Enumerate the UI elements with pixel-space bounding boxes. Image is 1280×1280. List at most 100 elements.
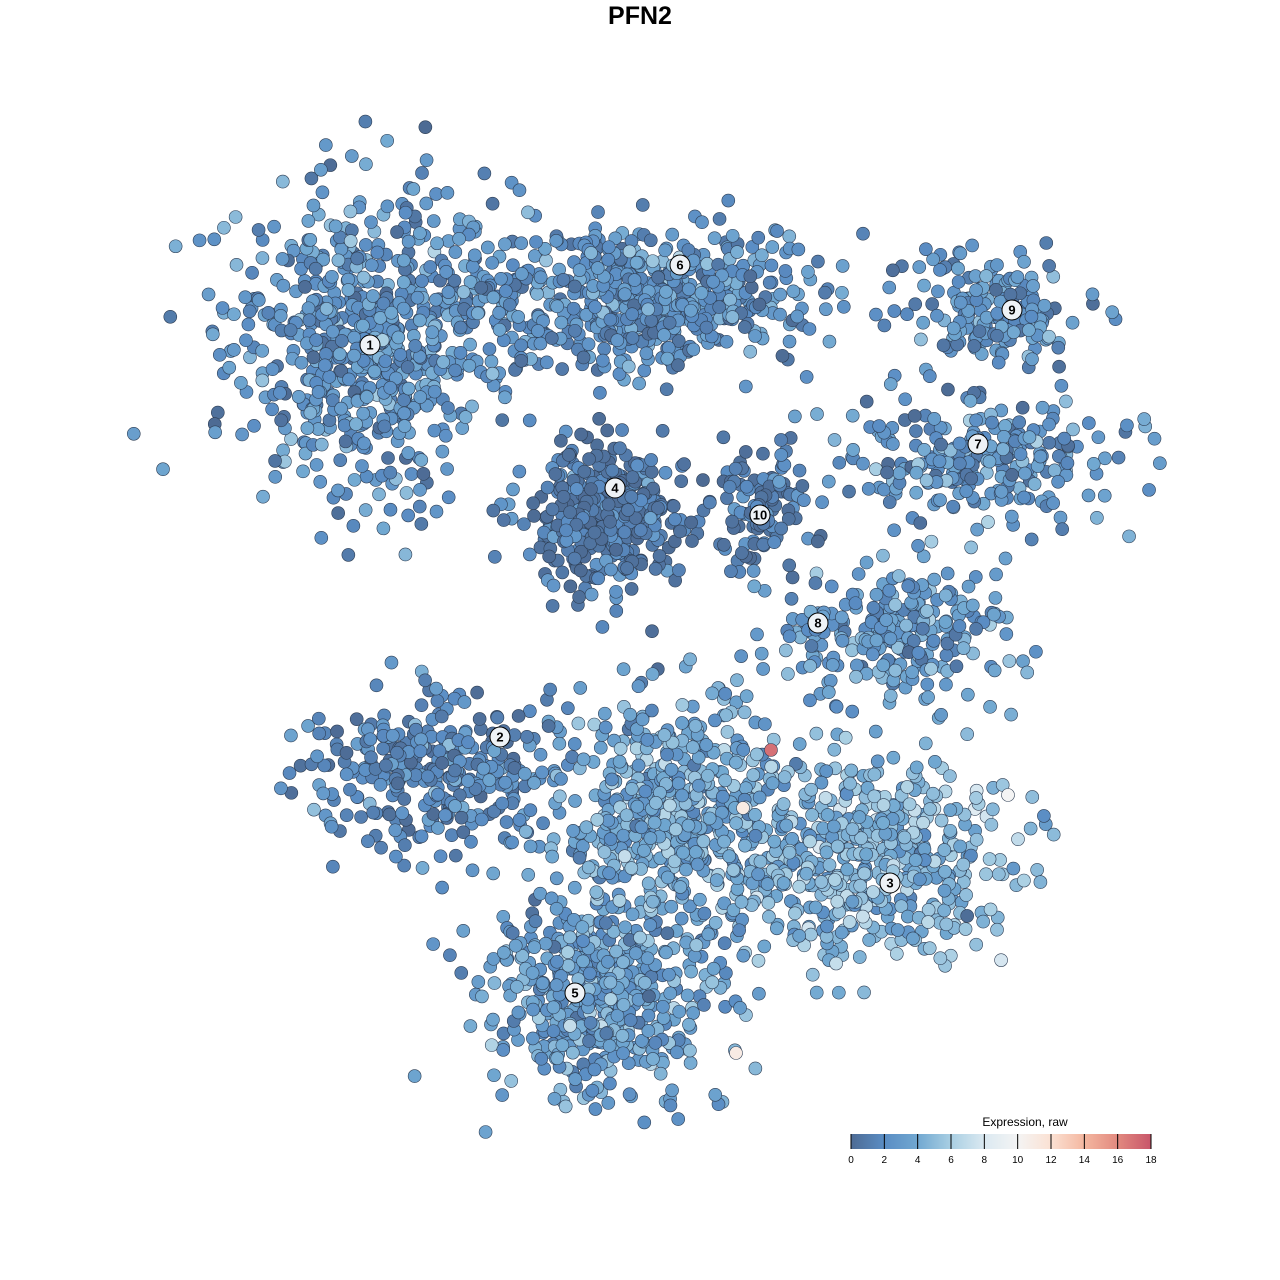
data-point [429, 504, 444, 519]
data-point [829, 956, 843, 971]
data-point [212, 348, 227, 362]
data-point [707, 231, 722, 245]
data-point [354, 810, 368, 824]
data-point [1004, 509, 1019, 524]
data-point [512, 183, 527, 197]
data-point [887, 304, 902, 318]
data-point [695, 215, 709, 230]
data-point [565, 750, 579, 764]
data-point [624, 782, 639, 796]
chart-title: PFN2 [608, 2, 672, 30]
data-point [554, 434, 568, 448]
data-point [358, 114, 373, 129]
data-point [1033, 449, 1048, 464]
cluster-label-6: 6 [669, 254, 691, 276]
data-point [457, 695, 472, 709]
data-point [549, 871, 564, 886]
data-point [1022, 323, 1036, 337]
data-point [603, 992, 618, 1006]
data-point [834, 925, 849, 940]
data-point [779, 818, 794, 833]
data-point [868, 724, 883, 739]
data-point [758, 717, 772, 731]
data-point [775, 348, 790, 363]
data-point [900, 780, 915, 794]
data-point [555, 362, 569, 376]
data-point [508, 938, 523, 953]
data-point [675, 698, 690, 712]
data-point [784, 591, 799, 606]
data-point [657, 728, 672, 742]
data-point [426, 937, 440, 951]
data-point [356, 406, 370, 421]
data-point [376, 741, 390, 756]
data-point [303, 406, 318, 420]
data-point [470, 685, 484, 700]
data-point [599, 1026, 614, 1041]
data-point [492, 322, 507, 337]
data-point [215, 301, 230, 315]
data-point [969, 791, 983, 805]
data-point [644, 465, 659, 479]
data-point [301, 214, 316, 228]
data-point [660, 926, 675, 940]
data-point [306, 350, 321, 365]
data-point [434, 709, 449, 724]
data-point [388, 823, 403, 838]
data-point [743, 269, 758, 284]
data-point [621, 359, 636, 374]
data-point [298, 446, 313, 461]
data-point [928, 755, 942, 769]
data-point [208, 425, 222, 440]
data-point [487, 976, 502, 990]
legend-tick-label: 10 [1012, 1155, 1024, 1166]
data-point [621, 503, 635, 517]
data-point [485, 256, 499, 270]
data-point [498, 390, 512, 405]
data-point [435, 756, 449, 770]
data-point [1097, 488, 1112, 503]
data-point [583, 1015, 598, 1030]
data-point [822, 858, 837, 872]
data-point [697, 998, 711, 1012]
data-point [911, 538, 925, 553]
data-point [1053, 510, 1068, 525]
data-point [370, 245, 385, 260]
data-point [891, 569, 906, 583]
data-point [988, 591, 1003, 605]
data-point [561, 958, 576, 973]
data-point [930, 308, 944, 323]
data-point [662, 315, 677, 330]
data-point [782, 629, 797, 644]
data-point [648, 562, 663, 576]
data-point [638, 975, 652, 990]
data-point [398, 205, 413, 220]
data-point [415, 274, 429, 288]
data-point [725, 228, 740, 243]
data-point [461, 735, 475, 750]
data-point [676, 845, 690, 860]
data-point [499, 815, 514, 829]
data-point [384, 305, 399, 320]
data-point [284, 728, 298, 743]
svg-text:6: 6 [676, 258, 683, 273]
data-point [380, 199, 395, 214]
data-point [730, 673, 744, 688]
data-point [438, 808, 453, 823]
data-point [883, 377, 898, 391]
data-point [747, 579, 762, 594]
data-point [430, 694, 445, 708]
data-point [603, 1076, 617, 1091]
data-point [790, 309, 804, 324]
data-point [486, 503, 501, 518]
data-point [163, 309, 178, 324]
data-point [912, 260, 927, 274]
data-point [672, 1004, 687, 1019]
data-point [530, 287, 544, 301]
data-point [922, 941, 937, 955]
data-point [1046, 496, 1060, 510]
data-point [512, 813, 527, 827]
legend-tick-label: 14 [1079, 1155, 1091, 1166]
data-point [1001, 788, 1015, 802]
data-point [587, 1062, 602, 1077]
